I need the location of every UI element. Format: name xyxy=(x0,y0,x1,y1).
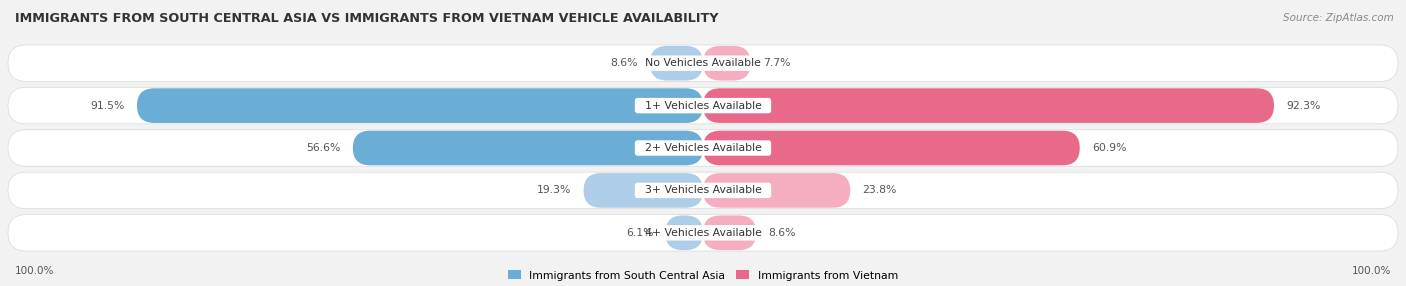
Text: No Vehicles Available: No Vehicles Available xyxy=(638,58,768,68)
FancyBboxPatch shape xyxy=(703,131,1080,165)
FancyBboxPatch shape xyxy=(8,214,1398,251)
Text: Source: ZipAtlas.com: Source: ZipAtlas.com xyxy=(1284,13,1393,23)
Text: 8.6%: 8.6% xyxy=(610,58,638,68)
FancyBboxPatch shape xyxy=(650,46,703,81)
FancyBboxPatch shape xyxy=(583,173,703,208)
FancyBboxPatch shape xyxy=(8,45,1398,82)
Text: 4+ Vehicles Available: 4+ Vehicles Available xyxy=(637,228,769,238)
Text: 92.3%: 92.3% xyxy=(1286,101,1320,111)
FancyBboxPatch shape xyxy=(8,172,1398,208)
FancyBboxPatch shape xyxy=(353,131,703,165)
Text: IMMIGRANTS FROM SOUTH CENTRAL ASIA VS IMMIGRANTS FROM VIETNAM VEHICLE AVAILABILI: IMMIGRANTS FROM SOUTH CENTRAL ASIA VS IM… xyxy=(15,11,718,25)
FancyBboxPatch shape xyxy=(8,130,1398,166)
Text: 2+ Vehicles Available: 2+ Vehicles Available xyxy=(637,143,769,153)
Text: 19.3%: 19.3% xyxy=(537,185,572,195)
Text: 60.9%: 60.9% xyxy=(1091,143,1126,153)
Text: 3+ Vehicles Available: 3+ Vehicles Available xyxy=(637,185,769,195)
FancyBboxPatch shape xyxy=(703,46,751,81)
Legend: Immigrants from South Central Asia, Immigrants from Vietnam: Immigrants from South Central Asia, Immi… xyxy=(508,270,898,281)
FancyBboxPatch shape xyxy=(665,215,703,250)
Text: 100.0%: 100.0% xyxy=(15,266,55,276)
Text: 6.1%: 6.1% xyxy=(626,228,654,238)
Text: 56.6%: 56.6% xyxy=(307,143,340,153)
FancyBboxPatch shape xyxy=(703,173,851,208)
FancyBboxPatch shape xyxy=(703,88,1274,123)
Text: 91.5%: 91.5% xyxy=(90,101,125,111)
FancyBboxPatch shape xyxy=(703,215,756,250)
Text: 1+ Vehicles Available: 1+ Vehicles Available xyxy=(637,101,769,111)
Text: 8.6%: 8.6% xyxy=(768,228,796,238)
FancyBboxPatch shape xyxy=(8,87,1398,124)
FancyBboxPatch shape xyxy=(136,88,703,123)
Text: 100.0%: 100.0% xyxy=(1351,266,1391,276)
Text: 23.8%: 23.8% xyxy=(862,185,897,195)
Text: 7.7%: 7.7% xyxy=(762,58,790,68)
